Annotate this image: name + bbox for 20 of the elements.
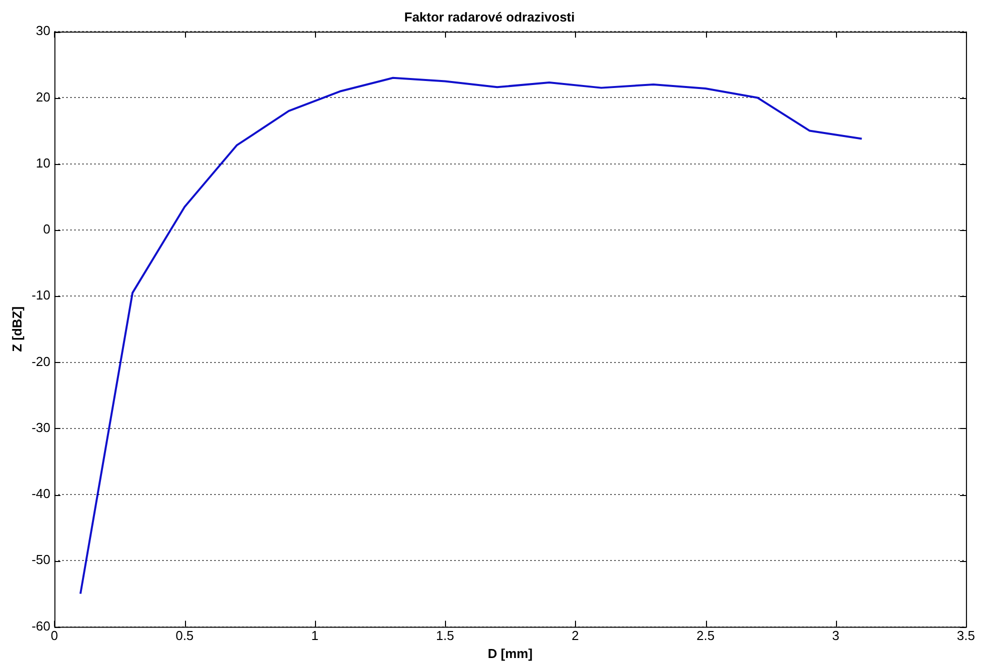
x-tick-label: 3.5 bbox=[956, 628, 976, 644]
x-tick-label: 1 bbox=[311, 628, 318, 644]
y-tick-label: -60 bbox=[32, 618, 50, 634]
y-tick-label: 10 bbox=[36, 155, 50, 170]
x-axis-title: D [mm] bbox=[488, 646, 533, 661]
y-tick-label: 20 bbox=[36, 89, 50, 104]
y-tick-label: 0 bbox=[43, 222, 50, 237]
x-tick-label: 2.5 bbox=[696, 628, 715, 644]
x-tick-label: 1.5 bbox=[436, 628, 454, 644]
y-tick-label: 30 bbox=[36, 23, 50, 38]
y-tick-label: -50 bbox=[32, 552, 50, 568]
y-tick-label: -10 bbox=[32, 288, 50, 303]
y-tick-label: -40 bbox=[32, 486, 50, 502]
y-axis-title: Z [dBZ] bbox=[9, 306, 24, 352]
x-tick-label: 3 bbox=[832, 628, 840, 644]
x-tick-label: 0.5 bbox=[176, 628, 194, 644]
x-tick-label: 2 bbox=[572, 628, 579, 644]
y-tick-label: -30 bbox=[32, 420, 50, 435]
y-tick-label: -20 bbox=[32, 354, 50, 369]
chart-title: Faktor radarové odrazivosti bbox=[404, 9, 575, 24]
